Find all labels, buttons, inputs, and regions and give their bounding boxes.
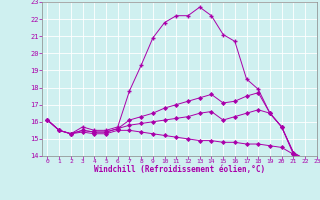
X-axis label: Windchill (Refroidissement éolien,°C): Windchill (Refroidissement éolien,°C) (94, 165, 265, 174)
